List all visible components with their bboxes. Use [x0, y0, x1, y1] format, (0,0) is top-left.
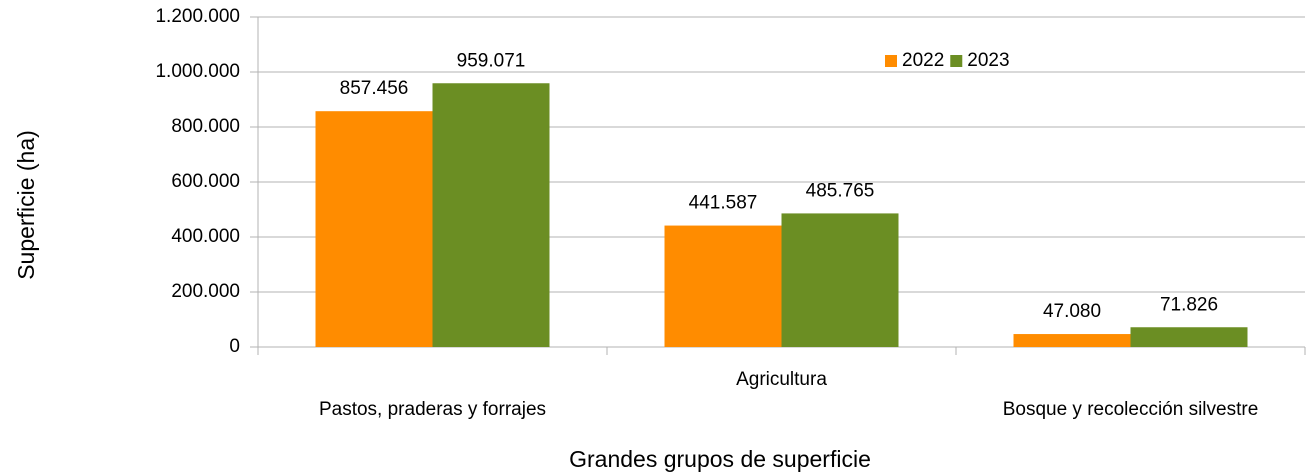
bar [315, 111, 433, 347]
legend-label: 2023 [967, 50, 1009, 71]
bar [1130, 327, 1248, 347]
bar [781, 213, 899, 347]
value-label: 485.765 [806, 180, 875, 201]
bar [432, 83, 550, 347]
x-tick-label: Bosque y recolección silvestre [1003, 399, 1259, 420]
y-axis-title: Superficie (ha) [13, 130, 39, 280]
value-label: 959.071 [457, 50, 526, 71]
x-tick-label: Agricultura [736, 369, 827, 390]
y-tick-label: 1.000.000 [155, 61, 240, 82]
value-label: 47.080 [1043, 301, 1101, 322]
y-tick-label: 0 [229, 336, 240, 357]
bar [1013, 334, 1131, 347]
legend-swatch [885, 55, 897, 67]
y-tick-label: 1.200.000 [155, 6, 240, 27]
legend-label: 2022 [902, 50, 944, 71]
legend-swatch [950, 55, 963, 67]
value-label: 857.456 [340, 78, 409, 99]
y-tick-label: 200.000 [171, 281, 240, 302]
value-label: 71.826 [1160, 294, 1218, 315]
bar [664, 225, 782, 347]
y-tick-label: 400.000 [171, 226, 240, 247]
y-tick-label: 600.000 [171, 171, 240, 192]
y-tick-label: 800.000 [171, 116, 240, 137]
value-label: 441.587 [689, 193, 758, 214]
x-axis-title: Grandes grupos de superficie [569, 446, 871, 472]
x-tick-label: Pastos, praderas y forrajes [319, 399, 546, 420]
